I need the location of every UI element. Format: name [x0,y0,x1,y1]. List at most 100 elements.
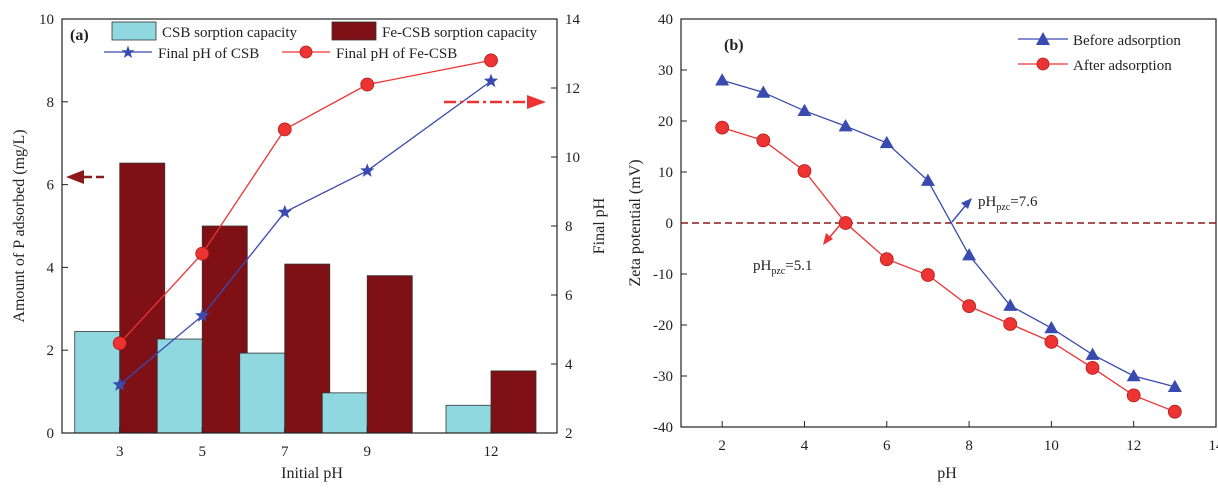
bar-csb [156,338,203,434]
right-arrow-head [527,95,546,109]
bar-csb [321,392,368,434]
data-point-triangle [1126,369,1141,382]
tick-label: 2 [565,426,573,442]
data-point-star [277,204,292,219]
tick-label: -20 [653,318,673,334]
panel-b: -40 -30 -20 -10 0 10 20 30 40 2 4 6 8 10 12 14 pH Zeta… [627,12,1218,482]
legend-marker-star [121,45,135,58]
tick-label: 9 [364,444,372,460]
series-line-after [721,127,1176,413]
tick-label: 8 [965,438,973,454]
legend-label-fecsb: Fe-CSB sorption capacity [382,25,537,41]
y-axis-label-a: Amount of P adsorbed (mg/L) [11,129,28,322]
annotation-arrow-after [828,224,841,239]
data-point-circle [195,246,210,261]
tick-label: 10 [565,150,580,166]
tick-label: 6 [883,438,891,454]
data-point-circle [1085,360,1100,375]
data-point-circle [715,120,730,135]
legend-a: CSB sorption capacity Fe-CSB sorption ca… [104,21,537,62]
data-point-triangle [1085,347,1100,360]
data-point-circle [1126,388,1141,403]
tick-label: 10 [1044,438,1059,454]
data-point-circle [962,299,976,314]
legend-label-after: After adsorption [1073,58,1172,74]
data-point-triangle [962,248,977,261]
bar-csb [74,331,121,434]
y2-axis-label-a: Final pH [591,197,608,254]
data-point-triangle [920,173,935,186]
tick-label: 10 [39,12,54,28]
x-axis-ticks-b: 2 4 6 8 10 12 14 [718,421,1218,454]
left-axis-ticks: 0 2 4 6 8 10 [39,12,68,442]
legend-marker-circle [299,45,313,59]
data-point-circle [921,268,935,282]
legend-label-final-ph-fecsb: Final pH of Fe-CSB [336,46,457,62]
data-point-circle [277,122,292,137]
tick-label: 30 [658,63,673,79]
bar-fe-csb [490,370,537,434]
right-axis-ticks: 2 4 6 8 10 12 14 [551,12,581,442]
bars-layer [74,162,537,434]
data-point-triangle [797,103,812,117]
annotation-pzc-before: pHpzc=7.6 [951,194,1038,223]
annotation-arrowhead-before [961,198,972,209]
legend-label-before: Before adsorption [1073,33,1181,49]
legend-marker-triangle [1036,32,1050,45]
data-point-star [360,163,375,177]
data-point-star [195,308,210,322]
legend-label-csb: CSB sorption capacity [162,25,297,41]
data-point-circle [879,252,894,267]
tick-label: 12 [1126,438,1141,454]
annotation-arrowhead-after [823,233,833,245]
data-point-triangle [1044,321,1059,334]
tick-label: 2 [718,438,726,454]
x-axis-ticks: 3 5 7 9 12 [116,427,499,460]
data-point-triangle [879,135,894,149]
data-point-star [112,377,127,391]
tick-label: 4 [47,260,55,276]
tick-label: 7 [281,444,289,460]
tick-label: 20 [658,114,673,130]
y-axis-ticks-b: -40 -30 -20 -10 0 10 20 30 40 [653,12,687,436]
lines-layer-b [715,73,1182,419]
annotation-text-before: pHpzc=7.6 [978,194,1038,213]
tick-label: 14 [1209,438,1218,454]
tick-label: 0 [47,426,55,442]
x-axis-label-b: pH [937,465,957,482]
legend-b: Before adsorption After adsorption [1018,32,1181,74]
y-axis-label-b: Zeta potential (mV) [627,159,644,286]
tick-label: 3 [116,444,124,460]
tick-label: 6 [565,288,573,304]
data-point-triangle [756,85,771,98]
data-point-circle [1167,404,1182,419]
data-point-triangle [1003,298,1018,311]
data-point-circle [756,133,771,148]
tick-label: 12 [484,444,499,460]
tick-label: 4 [565,357,573,373]
data-point-star [483,73,499,88]
tick-label: 0 [666,216,674,232]
tick-label: -40 [653,420,673,436]
data-point-triangle [715,73,730,86]
tick-label: 4 [801,438,809,454]
tick-label: 8 [47,95,55,111]
left-axis-arrow [66,170,104,184]
data-point-circle [797,164,812,178]
bar-fe-csb [366,275,413,434]
tick-label: 6 [47,178,55,194]
panel-a: 0 2 4 6 8 10 2 4 6 8 10 12 14 3 5 7 9 12 Initial pH Amo… [11,12,608,482]
legend-label-final-ph-csb: Final pH of CSB [158,46,259,62]
right-axis-arrow [444,95,546,109]
x-axis-label-a: Initial pH [281,465,343,482]
legend-swatch-fecsb [331,21,377,41]
annotation-pzc-after: pHpzc=5.1 [753,224,841,277]
tick-label: -30 [653,369,673,385]
tick-label: 14 [565,12,581,28]
panel-label-b: (b) [724,37,744,54]
panel-label-a: (a) [70,27,89,44]
data-point-triangle [838,119,853,132]
bar-csb [445,404,492,434]
data-point-circle [1003,317,1018,331]
